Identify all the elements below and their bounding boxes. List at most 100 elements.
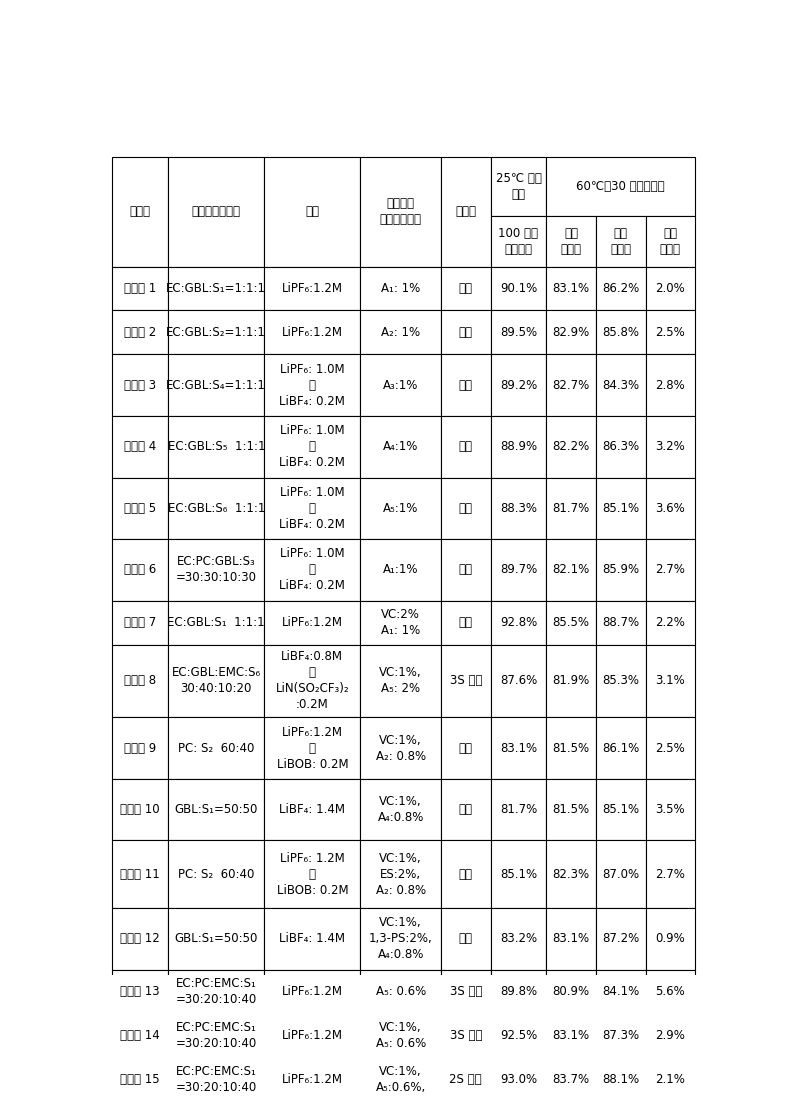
Bar — [490, 1058, 546, 1096]
Bar — [596, 841, 646, 907]
Bar — [264, 266, 361, 310]
Bar — [441, 1014, 490, 1058]
Text: 实施例 5: 实施例 5 — [124, 502, 156, 515]
Bar — [361, 266, 441, 310]
Bar — [441, 415, 490, 478]
Bar — [596, 779, 646, 841]
Bar — [112, 779, 168, 841]
Text: EC:GBL:S₁=1:1:1: EC:GBL:S₁=1:1:1 — [166, 282, 266, 295]
Bar — [361, 1014, 441, 1058]
Bar — [596, 478, 646, 539]
Bar — [112, 970, 168, 1014]
Bar — [361, 779, 441, 841]
Bar — [168, 266, 264, 310]
Text: 81.7%: 81.7% — [553, 502, 590, 515]
Bar — [168, 310, 264, 354]
Text: 83.1%: 83.1% — [553, 1029, 590, 1042]
Bar — [646, 907, 695, 970]
Text: VC:1%,
1,3-PS:2%,
A₄:0.8%: VC:1%, 1,3-PS:2%, A₄:0.8% — [369, 916, 433, 961]
Text: 82.9%: 82.9% — [553, 326, 590, 339]
Text: EC:GBL:EMC:S₆
30:40:10:20: EC:GBL:EMC:S₆ 30:40:10:20 — [172, 666, 261, 695]
Text: VC:1%,
A₅:0.6%,: VC:1%, A₅:0.6%, — [375, 1064, 426, 1094]
Bar — [361, 310, 441, 354]
Bar — [264, 779, 361, 841]
Text: 85.1%: 85.1% — [500, 868, 537, 881]
Bar — [361, 970, 441, 1014]
Bar — [264, 644, 361, 717]
Bar — [646, 478, 695, 539]
Text: 85.1%: 85.1% — [602, 803, 639, 817]
Bar — [112, 907, 168, 970]
Bar — [646, 539, 695, 601]
Text: EC:GBL:S₂=1:1:1: EC:GBL:S₂=1:1:1 — [166, 326, 266, 339]
Text: 3.2%: 3.2% — [655, 441, 686, 454]
Text: 不燃: 不燃 — [459, 933, 473, 945]
Text: 2.9%: 2.9% — [655, 1029, 686, 1042]
Bar — [361, 415, 441, 478]
Text: LiPF₆:1.2M: LiPF₆:1.2M — [282, 282, 343, 295]
Text: 86.2%: 86.2% — [602, 282, 639, 295]
Text: 2.1%: 2.1% — [655, 1073, 686, 1086]
Bar — [490, 354, 546, 415]
Text: VC:1%,
A₂: 0.8%: VC:1%, A₂: 0.8% — [376, 733, 426, 763]
Text: 88.1%: 88.1% — [602, 1073, 639, 1086]
Text: 81.5%: 81.5% — [553, 803, 590, 817]
Bar — [646, 1058, 695, 1096]
Bar — [168, 415, 264, 478]
Text: EC:GBL:S₅  1:1:1: EC:GBL:S₅ 1:1:1 — [167, 441, 265, 454]
Text: 3S 自熄: 3S 自熄 — [450, 674, 482, 687]
Bar — [168, 644, 264, 717]
Text: 88.9%: 88.9% — [500, 441, 537, 454]
Text: 89.8%: 89.8% — [500, 985, 537, 998]
Text: 厚度
膨胀率: 厚度 膨胀率 — [660, 227, 681, 255]
Bar — [112, 310, 168, 354]
Text: A₄:1%: A₄:1% — [383, 441, 418, 454]
Text: 2.5%: 2.5% — [655, 742, 686, 754]
Text: 83.2%: 83.2% — [500, 933, 537, 945]
Text: EC:PC:EMC:S₁
=30:20:10:40: EC:PC:EMC:S₁ =30:20:10:40 — [176, 1020, 257, 1050]
Text: 88.3%: 88.3% — [500, 502, 537, 515]
Bar — [264, 310, 361, 354]
Bar — [264, 415, 361, 478]
Bar — [361, 1058, 441, 1096]
Text: 不燃: 不燃 — [459, 563, 473, 576]
Text: 不燃: 不燃 — [459, 326, 473, 339]
Text: 80.9%: 80.9% — [553, 985, 590, 998]
Bar — [596, 310, 646, 354]
Bar — [546, 415, 596, 478]
Text: 87.3%: 87.3% — [602, 1029, 639, 1042]
Text: GBL:S₁=50:50: GBL:S₁=50:50 — [174, 803, 258, 817]
Bar — [546, 157, 695, 216]
Text: EC:GBL:S₁  1:1:1: EC:GBL:S₁ 1:1:1 — [167, 616, 265, 629]
Text: 88.7%: 88.7% — [602, 616, 639, 629]
Bar — [490, 601, 546, 644]
Bar — [361, 354, 441, 415]
Text: 89.7%: 89.7% — [500, 563, 537, 576]
Text: EC:PC:EMC:S₁
=30:20:10:40: EC:PC:EMC:S₁ =30:20:10:40 — [176, 1064, 257, 1094]
Text: 25℃ 循环
性能: 25℃ 循环 性能 — [495, 172, 542, 201]
Text: LiPF₆: 1.0M
与
LiBF₄: 0.2M: LiPF₆: 1.0M 与 LiBF₄: 0.2M — [279, 424, 346, 469]
Bar — [264, 1014, 361, 1058]
Bar — [490, 841, 546, 907]
Text: 87.2%: 87.2% — [602, 933, 639, 945]
Text: 可燃性: 可燃性 — [455, 205, 476, 218]
Bar — [646, 266, 695, 310]
Bar — [490, 717, 546, 779]
Text: 实施例 4: 实施例 4 — [124, 441, 157, 454]
Bar — [490, 266, 546, 310]
Bar — [361, 644, 441, 717]
Text: 2.7%: 2.7% — [655, 868, 686, 881]
Text: 2.5%: 2.5% — [655, 326, 686, 339]
Text: GBL:S₁=50:50: GBL:S₁=50:50 — [174, 933, 258, 945]
Bar — [490, 478, 546, 539]
Bar — [596, 601, 646, 644]
Bar — [264, 157, 361, 266]
Bar — [646, 415, 695, 478]
Text: LiPF₆:1.2M: LiPF₆:1.2M — [282, 985, 343, 998]
Bar — [361, 841, 441, 907]
Bar — [112, 157, 168, 266]
Bar — [112, 266, 168, 310]
Bar — [546, 717, 596, 779]
Bar — [264, 717, 361, 779]
Text: 93.0%: 93.0% — [500, 1073, 537, 1086]
